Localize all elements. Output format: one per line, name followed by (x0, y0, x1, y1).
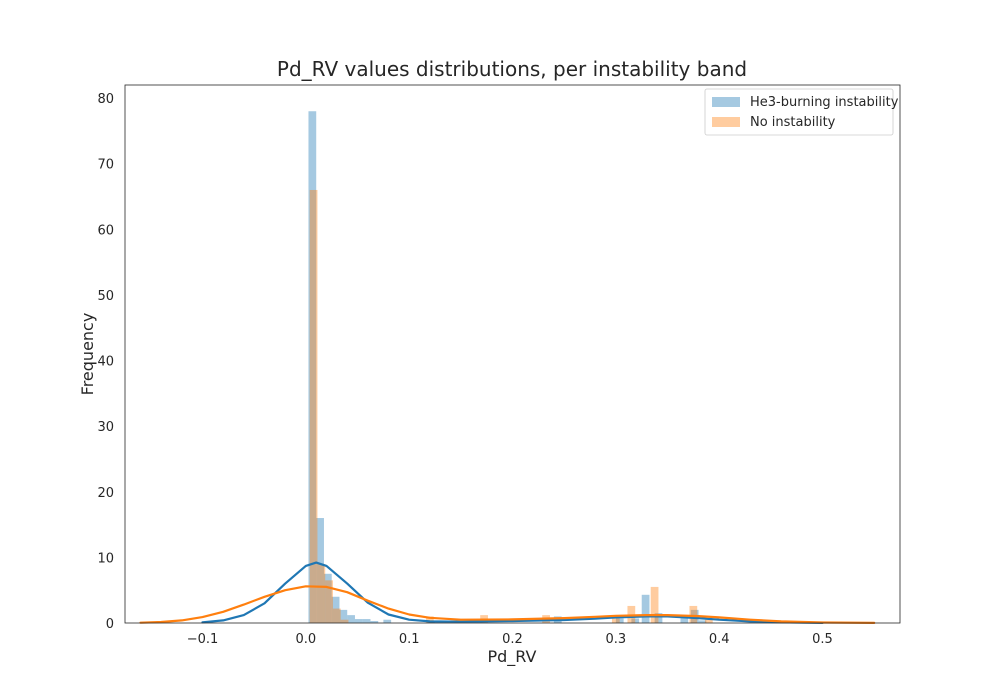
legend-label-he3-burning: He3-burning instability (750, 95, 899, 110)
legend-swatch-he3-burning (712, 97, 740, 107)
y-tick-label: 60 (97, 223, 114, 238)
legend: He3-burning instability No instability (704, 88, 899, 136)
bar-1-1 (317, 563, 326, 623)
y-tick-label: 30 (97, 420, 114, 435)
y-tick-label: 20 (97, 486, 114, 501)
kde-line-0 (201, 561, 824, 625)
bar-0-6 (354, 619, 363, 623)
bar-0-2 (323, 573, 332, 623)
x-tick-label: 0.5 (812, 632, 833, 647)
kde-layer (139, 561, 876, 625)
x-tick-label: 0.2 (502, 632, 523, 647)
bar-1-5 (425, 616, 434, 623)
bar-0-4 (339, 609, 348, 623)
bar-0-13 (631, 618, 640, 623)
y-tick-label: 50 (97, 289, 114, 304)
bar-0-3 (331, 596, 340, 623)
bar-1-0 (309, 189, 318, 623)
y-axis-label: Frequency (78, 313, 97, 396)
bar-0-5 (347, 615, 355, 623)
bars-layer (308, 111, 713, 624)
bar-0-15 (654, 613, 663, 623)
x-axis: −0.1 0.0 0.1 0.2 0.3 0.4 0.5 (187, 632, 833, 647)
bar-0-9 (383, 619, 392, 623)
bar-1-4 (340, 619, 349, 623)
legend-frame (704, 88, 894, 136)
y-tick-label: 10 (97, 551, 114, 566)
bar-1-10 (650, 586, 659, 623)
x-tick-label: 0.0 (295, 632, 316, 647)
bar-0-7 (362, 619, 371, 623)
bar-1-3 (332, 608, 341, 623)
bar-0-16 (680, 617, 689, 623)
y-tick-label: 0 (106, 617, 114, 632)
y-tick-label: 80 (97, 92, 114, 107)
bar-0-12 (615, 618, 624, 623)
bar-1-12 (704, 619, 713, 623)
chart-title: Pd_RV values distributions, per instabil… (277, 57, 747, 81)
legend-label-no-instability: No instability (750, 115, 836, 130)
kde-line-1 (139, 585, 876, 625)
bar-0-0 (308, 111, 317, 624)
legend-swatch-no-instability (712, 117, 740, 127)
x-axis-label: Pd_RV (488, 647, 537, 667)
bar-1-11 (689, 605, 698, 623)
x-tick-label: 0.1 (399, 632, 420, 647)
bar-0-8 (370, 621, 379, 623)
x-tick-label: 0.4 (709, 632, 730, 647)
y-axis: 0 10 20 30 40 50 60 70 80 (97, 92, 114, 632)
bar-1-8 (611, 616, 620, 623)
y-tick-label: 40 (97, 355, 114, 370)
x-tick-label: 0.3 (605, 632, 626, 647)
bar-0-18 (698, 620, 707, 623)
bar-1-2 (325, 580, 333, 623)
x-tick-label: −0.1 (187, 632, 219, 647)
y-tick-label: 70 (97, 158, 114, 173)
bar-0-14 (641, 594, 650, 623)
plot-frame (124, 84, 901, 624)
bar-0-1 (316, 518, 324, 623)
